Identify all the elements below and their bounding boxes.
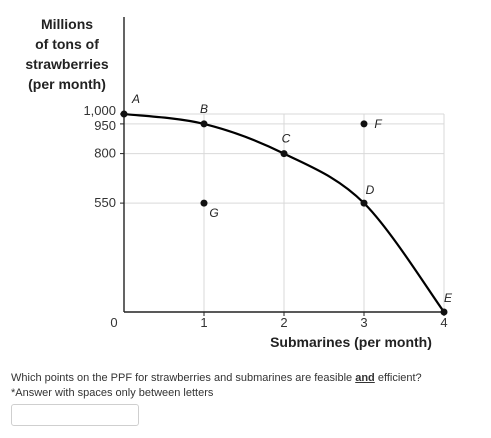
point-d-label: D bbox=[366, 183, 375, 197]
point-g-label: G bbox=[209, 206, 218, 220]
answer-input[interactable] bbox=[11, 404, 139, 426]
x-tick-label: 1 bbox=[200, 315, 207, 330]
x-axis-title: Submarines (per month) bbox=[270, 334, 432, 350]
question-text: Which points on the PPF for strawberries… bbox=[11, 371, 481, 385]
question-emphasis: and bbox=[355, 372, 375, 384]
point-d-marker bbox=[360, 199, 368, 207]
y-tick-label: 550 bbox=[94, 195, 116, 210]
answer-instructions: *Answer with spaces only between letters bbox=[11, 387, 214, 399]
points: A B C D E F G bbox=[120, 92, 453, 316]
y-axis-title-line: Millions bbox=[41, 16, 93, 32]
x-tick-label: 3 bbox=[360, 315, 367, 330]
point-f-label: F bbox=[374, 117, 382, 131]
y-tick-label: 1,000 bbox=[83, 103, 116, 118]
point-e-label: E bbox=[444, 291, 453, 305]
point-c-marker bbox=[280, 150, 288, 158]
y-axis-title: Millions of tons of strawberries (per month… bbox=[25, 16, 108, 92]
point-a-label: A bbox=[131, 92, 140, 106]
y-axis-title-line: of tons of bbox=[35, 36, 99, 52]
question-text-before: Which points on the PPF for strawberries… bbox=[11, 372, 356, 384]
point-e-marker bbox=[440, 308, 448, 316]
question-text-after: efficient? bbox=[374, 372, 422, 384]
y-axis-title-line: strawberries bbox=[25, 56, 108, 72]
x-tick-label: 2 bbox=[280, 315, 287, 330]
point-b-label: B bbox=[200, 102, 208, 116]
y-tick-label: 950 bbox=[94, 118, 116, 133]
ppf-chart: Millions of tons of strawberries (per month… bbox=[25, 16, 453, 350]
point-b-marker bbox=[200, 120, 208, 128]
point-g-marker bbox=[200, 199, 208, 207]
x-tick-label: 0 bbox=[110, 315, 117, 330]
x-tick-label: 4 bbox=[440, 315, 447, 330]
y-axis-title-line: (per month) bbox=[28, 76, 106, 92]
point-c-label: C bbox=[282, 132, 291, 146]
ppf-curve bbox=[123, 112, 445, 313]
ppf-curve-group bbox=[123, 112, 445, 313]
point-a-marker bbox=[120, 110, 128, 118]
point-f-marker bbox=[360, 120, 368, 128]
x-tick-labels: 0 1 2 3 4 bbox=[110, 312, 448, 330]
y-tick-label: 800 bbox=[94, 146, 116, 161]
